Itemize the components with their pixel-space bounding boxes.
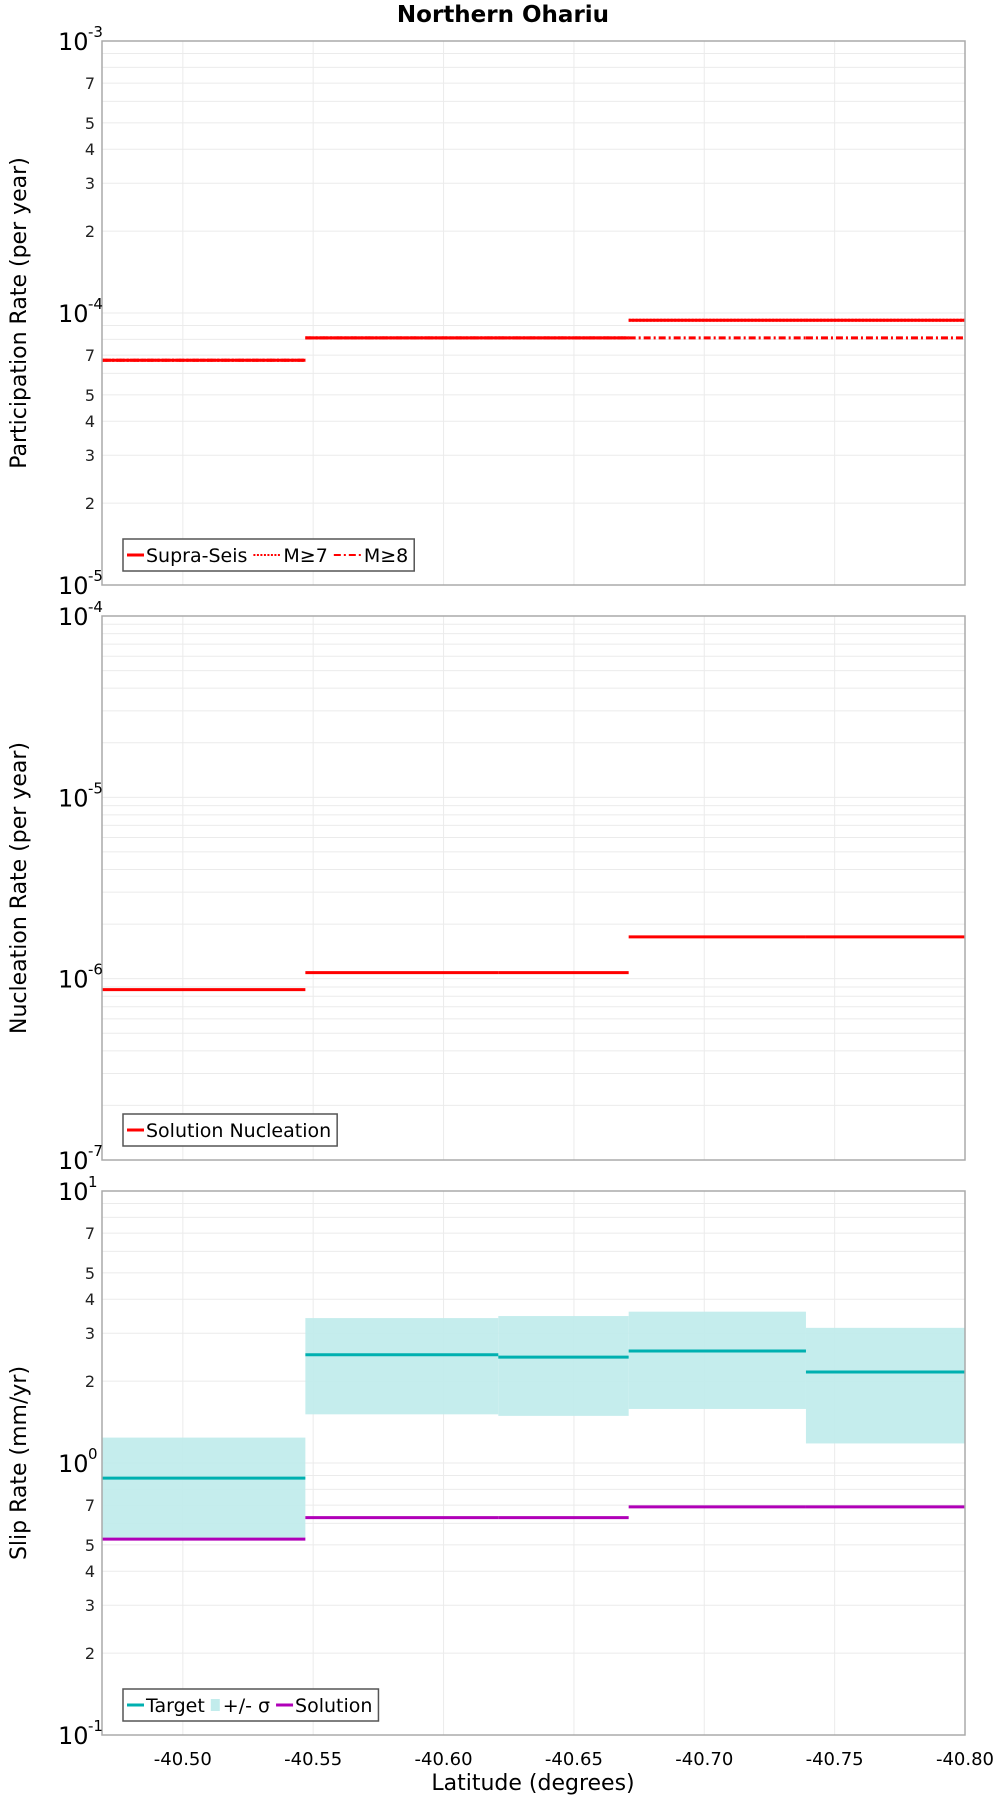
y-minor-tick-label: 2 [85, 1644, 95, 1663]
sigma-band [102, 1311, 965, 1538]
y-minor-tick-label: 5 [85, 114, 95, 133]
legend-swatch-band [210, 1699, 220, 1711]
legend-label: +/- σ [223, 1695, 270, 1717]
y-minor-tick-label: 5 [85, 1536, 95, 1555]
y-minor-tick-label: 5 [85, 1264, 95, 1283]
x-axis-ticks: -40.50 -40.55 -40.60 -40.65 -40.70 -40.75 -40.… [154, 1749, 994, 1770]
y-tick-exponent: -5 [88, 567, 103, 585]
y-tick-exponent: -4 [88, 295, 103, 313]
y-minor-tick-label: 2 [85, 222, 95, 241]
y-minor-tick-label: 3 [85, 1596, 95, 1615]
y-tick-exponent: -4 [88, 598, 103, 616]
y-tick-exponent: -7 [88, 1142, 103, 1160]
legend-label: Supra-Seis [146, 545, 247, 567]
series-target [102, 1349, 965, 1480]
y-tick-exponent: -6 [88, 961, 103, 979]
y-tick-label: 10 [58, 28, 89, 56]
x-tick-label: -40.60 [415, 1749, 473, 1770]
y-tick-label: 10 [58, 1450, 89, 1478]
x-axis-label: Latitude (degrees) [431, 1771, 634, 1796]
y-minor-tick-label: 4 [85, 412, 95, 431]
y-tick-exponent: 1 [88, 1173, 98, 1191]
x-tick-label: -40.50 [154, 1749, 212, 1770]
y-minor-tick-label: 5 [85, 386, 95, 405]
y-minor-tick-label: 3 [85, 174, 95, 193]
legend-label: Solution [295, 1695, 372, 1717]
y-minor-tick-label: 7 [85, 74, 95, 93]
y-tick-label: 10 [58, 1147, 89, 1175]
y-axis-label: Participation Rate (per year) [7, 157, 32, 469]
y-minor-tick-label: 7 [85, 346, 95, 365]
y-minor-tick-label: 2 [85, 494, 95, 513]
y-tick-exponent: -1 [88, 1717, 103, 1735]
series-solution-nucleation [102, 935, 965, 992]
y-axis-label: Slip Rate (mm/yr) [7, 1366, 32, 1560]
x-tick-label: -40.75 [806, 1749, 864, 1770]
x-tick-label: -40.55 [284, 1749, 342, 1770]
y-minor-tick-label: 7 [85, 1224, 95, 1243]
grid-lines [102, 616, 966, 1161]
y-tick-label: 10 [58, 784, 89, 812]
y-tick-label: 10 [58, 603, 89, 631]
y-tick-exponent: -5 [88, 779, 103, 797]
x-tick-label: -40.70 [675, 1749, 733, 1770]
legend-label: Solution Nucleation [146, 1120, 331, 1142]
y-tick-label: 10 [58, 966, 89, 994]
legend-label: Target [145, 1695, 205, 1717]
y-minor-tick-label: 3 [85, 1324, 95, 1343]
grid-lines [102, 41, 966, 586]
y-minor-tick-label: 4 [85, 1562, 95, 1581]
y-tick-label: 10 [58, 1178, 89, 1206]
legend: Target +/- σ Solution [122, 1688, 380, 1722]
y-axis-label: Nucleation Rate (per year) [7, 742, 32, 1034]
y-minor-tick-label: 3 [85, 446, 95, 465]
x-tick-label: -40.65 [545, 1749, 603, 1770]
y-tick-label: 10 [58, 1722, 89, 1750]
legend: Solution Nucleation [122, 1113, 338, 1147]
y-tick-exponent: 0 [88, 1445, 98, 1463]
y-tick-exponent: -3 [88, 23, 103, 41]
chart-title: Northern Ohariu [397, 2, 609, 28]
legend-label: M≥8 [364, 545, 408, 567]
y-minor-tick-label: 4 [85, 1290, 95, 1309]
y-minor-tick-label: 4 [85, 140, 95, 159]
y-tick-label: 10 [58, 572, 89, 600]
x-tick-label: -40.80 [936, 1749, 994, 1770]
series-solution [102, 1505, 965, 1541]
y-tick-label: 10 [58, 300, 89, 328]
y-minor-tick-label: 2 [85, 1372, 95, 1391]
legend: Supra-Seis M≥7 M≥8 [122, 538, 415, 572]
legend-label: M≥7 [283, 545, 327, 567]
y-minor-tick-label: 7 [85, 1496, 95, 1515]
series-m-8 [102, 336, 965, 362]
